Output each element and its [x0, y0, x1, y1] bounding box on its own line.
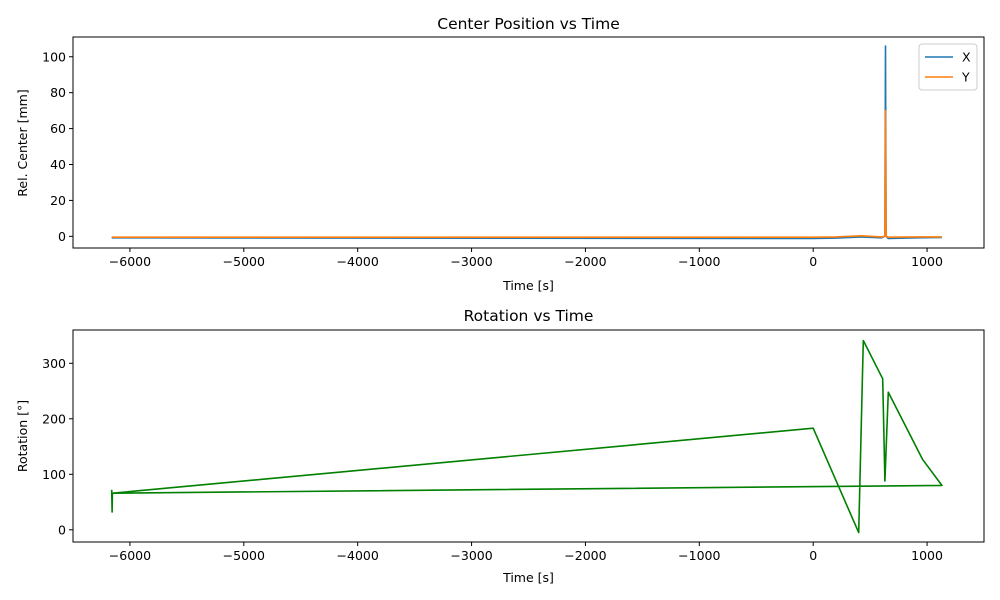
y-tick-label: 200 [42, 411, 66, 426]
plot-frame [72, 36, 985, 249]
y-axis-label: Rel. Center [mm] [15, 89, 30, 196]
x-axis: −6000 −5000 −4000 −3000 −2000 −1000 0 1000 [109, 248, 943, 269]
legend-label-x: X [962, 50, 971, 65]
x-tick-label: −4000 [337, 548, 379, 563]
x-tick-label: −5000 [223, 548, 265, 563]
legend: X Y [918, 43, 978, 91]
y-tick-label: 0 [58, 229, 66, 244]
x-tick-label: 0 [809, 548, 817, 563]
x-axis-label: Time [s] [502, 570, 554, 585]
series-line-y [111, 109, 942, 238]
y-tick-label: 100 [42, 49, 66, 64]
y-axis: 0 100 200 300 [42, 356, 73, 537]
plot-frame [72, 329, 985, 543]
y-tick-label: 60 [50, 121, 66, 136]
x-tick-label: −3000 [450, 254, 492, 269]
x-tick-label: −3000 [450, 548, 492, 563]
chart-title: Center Position vs Time [437, 15, 619, 33]
x-tick-label: −1000 [678, 254, 720, 269]
x-tick-label: 1000 [911, 254, 943, 269]
x-tick-label: −6000 [109, 548, 151, 563]
x-tick-label: −1000 [678, 548, 720, 563]
rotation-panel: Rotation vs Time −6000 −5000 −4000 −3000 −20… [15, 307, 985, 585]
chart-title: Rotation vs Time [464, 307, 594, 325]
series-line-x [111, 45, 942, 240]
y-tick-label: 40 [50, 157, 66, 172]
x-tick-label: −4000 [337, 254, 379, 269]
y-tick-label: 80 [50, 85, 66, 100]
y-tick-label: 300 [42, 356, 66, 371]
y-axis: 0 20 40 60 80 100 [42, 49, 73, 244]
plot-area [111, 45, 942, 240]
x-tick-label: −5000 [223, 254, 265, 269]
x-tick-label: 1000 [911, 548, 943, 563]
x-axis-label: Time [s] [502, 278, 554, 293]
y-tick-label: 20 [50, 193, 66, 208]
x-tick-label: −6000 [109, 254, 151, 269]
legend-label-y: Y [961, 70, 970, 85]
y-axis-label: Rotation [°] [15, 400, 30, 472]
y-tick-label: 0 [58, 522, 66, 537]
x-tick-label: 0 [809, 254, 817, 269]
x-tick-label: −2000 [564, 254, 606, 269]
center-position-panel: Center Position vs Time −6000 −5000 −4000−… [15, 15, 985, 293]
plot-area [110, 339, 943, 534]
x-tick-label: −2000 [564, 548, 606, 563]
rotation-series-line [110, 339, 943, 534]
x-axis: −6000 −5000 −4000 −3000 −2000 −1000 0 1000 [109, 542, 943, 563]
y-tick-label: 100 [42, 467, 66, 482]
legend-box [918, 43, 978, 91]
